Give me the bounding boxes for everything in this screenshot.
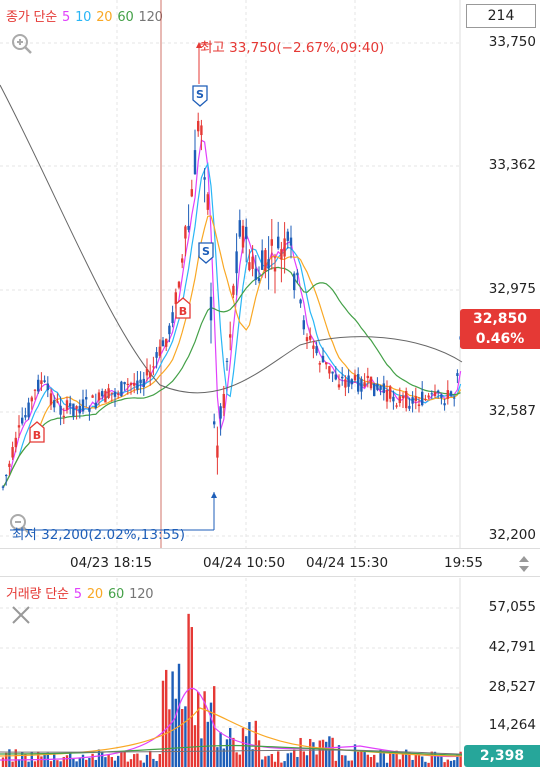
price-legend[interactable]: 종가 단순 5 10 20 60 120 (6, 6, 168, 25)
zoom-in-icon[interactable] (10, 32, 34, 56)
marker-buy-1-label: B (179, 305, 187, 318)
volume-grid (0, 578, 460, 767)
volume-tick-2: 42,791 (488, 639, 536, 655)
price-tick-5: 32,200 (488, 527, 536, 543)
volume-legend-period-20: 20 (86, 587, 103, 602)
time-tick-2: 04/24 10:50 (203, 555, 286, 571)
volume-legend-period-120: 120 (129, 587, 154, 602)
time-tick-3: 04/24 15:30 (306, 555, 389, 571)
price-tick-2: 33,362 (488, 157, 536, 173)
marker-sell-1-label: S (196, 88, 204, 101)
price-legend-label: 종가 단순 (6, 10, 57, 25)
current-price-change: 0.46% (475, 331, 525, 347)
marker-buy-1[interactable]: B (175, 297, 191, 319)
price-tick-4: 32,587 (488, 403, 536, 419)
volume-legend-period-5: 5 (73, 587, 82, 602)
volume-legend-label: 거래량 단순 (6, 587, 69, 602)
marker-sell-1[interactable]: S (192, 85, 208, 107)
volume-ma-lines (0, 687, 463, 761)
zoom-out-icon[interactable] (8, 512, 32, 536)
time-tick-4: 19:55 (444, 555, 483, 571)
close-icon[interactable] (10, 604, 34, 628)
low-annotation: 최저 32,200(2.02%,13:55) (12, 527, 185, 543)
marker-buy-2[interactable]: B (29, 421, 45, 443)
high-annotation: 최고 33,750(−2.67%,09:40) (200, 40, 385, 56)
price-tick-3: 32,975 (488, 281, 536, 297)
current-volume-tag: 2,398 (464, 745, 540, 767)
current-price-tag: 32,850 0.46% (460, 309, 540, 349)
count-box[interactable]: 214 (466, 4, 536, 28)
candles (1, 112, 462, 491)
volume-legend[interactable]: 거래량 단순 5 20 60 120 (6, 583, 158, 602)
current-price-value: 32,850 (472, 311, 528, 327)
marker-buy-2-label: B (33, 429, 41, 442)
volume-tick-3: 28,527 (488, 679, 536, 695)
volume-bars (1, 613, 462, 767)
price-legend-period-5: 5 (61, 10, 71, 25)
price-legend-period-20: 20 (96, 10, 113, 25)
marker-sell-2-label: S (202, 245, 210, 258)
volume-tick-1: 57,055 (488, 599, 536, 615)
volume-chart[interactable] (0, 578, 540, 767)
price-legend-period-120: 120 (138, 10, 163, 25)
moving-average-lines (0, 84, 463, 489)
sort-icon[interactable] (516, 554, 532, 574)
price-grid (0, 0, 460, 548)
price-legend-period-60: 60 (117, 10, 134, 25)
price-legend-period-10: 10 (75, 10, 92, 25)
time-tick-1: 04/23 18:15 (70, 555, 153, 571)
volume-legend-period-60: 60 (107, 587, 125, 602)
marker-sell-2[interactable]: S (198, 242, 214, 264)
price-chart[interactable]: S S B B (0, 0, 540, 548)
price-tick-1: 33,750 (488, 34, 536, 50)
volume-tick-4: 14,264 (488, 717, 536, 733)
